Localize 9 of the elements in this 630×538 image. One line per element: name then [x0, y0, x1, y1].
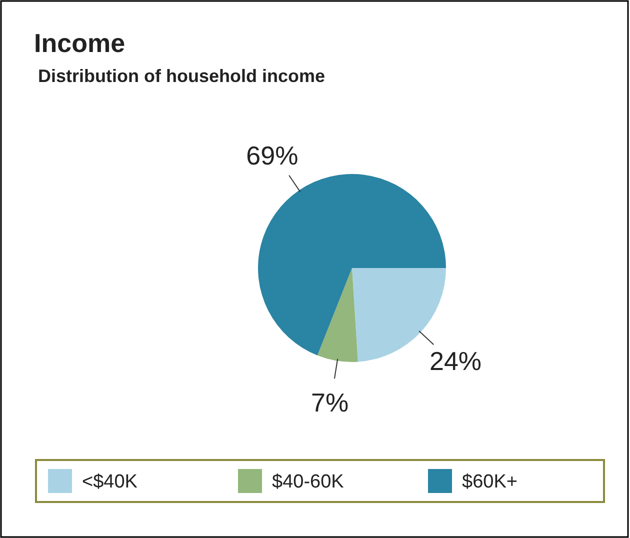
chart-title: Income — [34, 28, 126, 58]
pie-slice — [317, 268, 358, 362]
chart-subtitle: Distribution of household income — [38, 66, 325, 86]
legend-label: <$40K — [82, 472, 138, 493]
data-label: 7% — [310, 387, 349, 418]
legend-label: $60K+ — [462, 472, 518, 493]
data-label: 24% — [429, 346, 482, 376]
data-label: 69% — [246, 140, 298, 171]
legend-label: $40-60K — [272, 472, 344, 493]
